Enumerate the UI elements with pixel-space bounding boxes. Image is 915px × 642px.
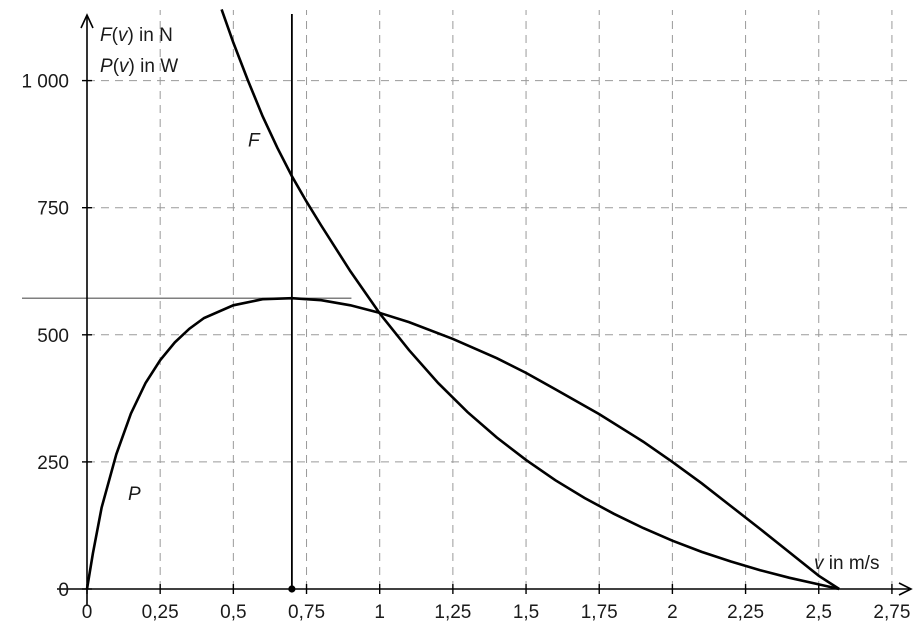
y-axis-label-line1: F(v) in N: [100, 25, 173, 46]
x-tick-label: 2,75: [873, 602, 910, 623]
x-tick-label: 1,75: [581, 602, 618, 623]
y-axis-label-line1-fn: F: [100, 25, 113, 46]
series-F-label: F: [248, 131, 261, 152]
marked-point: [288, 585, 296, 593]
curve-layer: FP: [85, 8, 840, 593]
x-tick-label: 0,75: [288, 602, 325, 623]
series-P-curve: [85, 296, 840, 591]
y-tick-label: 750: [37, 199, 69, 220]
x-tick-label: 2,5: [806, 602, 832, 623]
y-tick-label: 250: [37, 453, 69, 474]
y-axis-label-line2-unit: in W: [140, 56, 178, 77]
x-axis-label-unit: in m/s: [829, 553, 880, 574]
series-P-label: P: [128, 484, 141, 505]
x-tick-label: 0,25: [142, 602, 179, 623]
x-tick-label: 0: [82, 602, 93, 623]
y-axis-arrow: [80, 13, 94, 29]
y-axis-label-line2-arg: v: [119, 56, 130, 77]
y-tick-label: 0: [58, 580, 69, 601]
tick-label-layer: 0 0,25 0,5 0,75 1 1,25 1,5 1,75 2 2,25 2,5 2,75 0 250…: [21, 72, 910, 623]
axis-layer: [57, 13, 913, 606]
x-tick-label: 2,25: [727, 602, 764, 623]
grid-layer: [87, 10, 911, 589]
annotation-layer: [22, 14, 352, 589]
y-axis-label-line1-unit: in N: [139, 25, 173, 46]
x-axis-label-var: v: [814, 553, 825, 574]
x-tick-label: 1,25: [434, 602, 471, 623]
y-axis-label-line2-fn: P: [100, 56, 113, 77]
x-tick-label: 1: [374, 602, 385, 623]
x-tick-label: 1,5: [513, 602, 539, 623]
x-axis-label: v in m/s: [814, 553, 879, 574]
y-axis-label-line1-arg: v: [118, 25, 129, 46]
series-F-curve: [220, 8, 840, 591]
x-tick-label: 2: [667, 602, 678, 623]
y-tick-label: 1 000: [21, 72, 69, 93]
x-axis-arrow: [898, 582, 913, 596]
y-axis-label-line2: P(v) in W: [100, 56, 178, 77]
x-tick-label: 0,5: [220, 602, 246, 623]
y-tick-label: 500: [37, 326, 69, 347]
